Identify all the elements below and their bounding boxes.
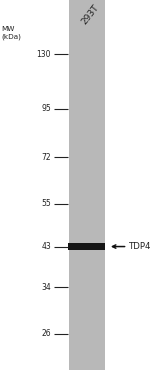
Text: 26: 26 [41, 329, 51, 339]
Text: 34: 34 [41, 283, 51, 292]
Text: 95: 95 [41, 104, 51, 114]
Text: MW
(kDa): MW (kDa) [2, 26, 21, 40]
Bar [69, 0, 105, 370]
Text: 130: 130 [36, 50, 51, 59]
Text: TDP43: TDP43 [129, 242, 150, 251]
Bar [68, 243, 105, 250]
Text: 72: 72 [41, 152, 51, 162]
Text: 43: 43 [41, 242, 51, 251]
Text: 55: 55 [41, 199, 51, 208]
Text: 293T: 293T [80, 3, 101, 26]
